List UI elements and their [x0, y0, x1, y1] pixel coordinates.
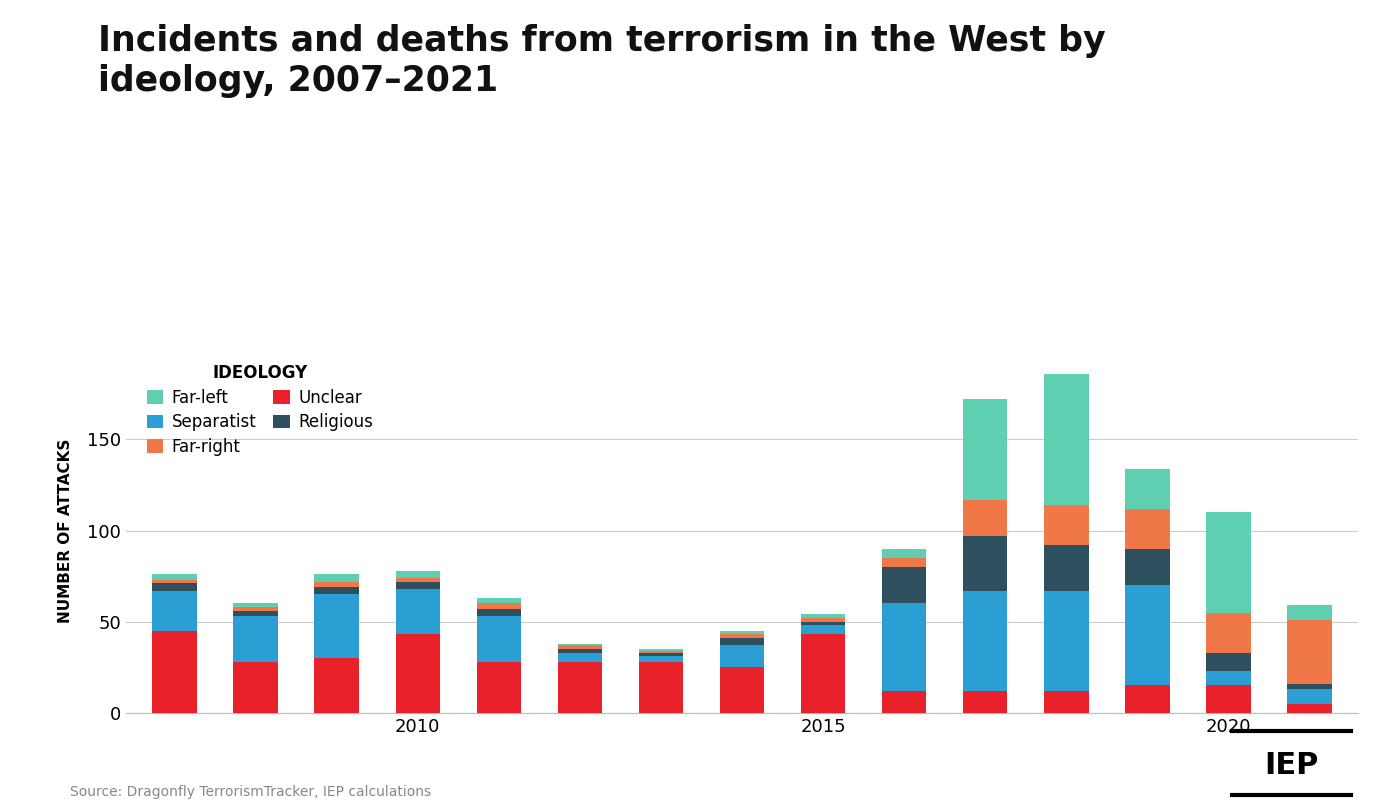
Bar	[1287, 689, 1331, 704]
Bar	[395, 589, 440, 634]
Bar	[801, 618, 846, 622]
Bar	[720, 667, 764, 713]
Bar	[153, 574, 197, 580]
Bar	[476, 616, 521, 662]
Bar	[882, 567, 927, 603]
Bar	[476, 598, 521, 603]
Text: IEP: IEP	[1264, 751, 1319, 780]
Bar	[1205, 513, 1250, 612]
Bar	[476, 609, 521, 616]
Bar	[476, 662, 521, 713]
Bar	[801, 622, 846, 625]
Bar	[1126, 468, 1169, 509]
Bar	[720, 638, 764, 646]
Bar	[1126, 549, 1169, 585]
Bar	[1126, 585, 1169, 685]
Bar	[720, 634, 764, 638]
Bar	[1044, 505, 1089, 545]
Bar	[1287, 704, 1331, 713]
Bar	[395, 578, 440, 582]
Bar	[638, 649, 683, 651]
Bar	[801, 634, 846, 713]
Bar	[963, 590, 1008, 691]
Bar	[234, 616, 279, 662]
Bar	[963, 536, 1008, 590]
Bar	[395, 570, 440, 578]
Bar	[1287, 620, 1331, 684]
Bar	[1205, 612, 1250, 653]
Bar	[234, 662, 279, 713]
Bar	[153, 590, 197, 631]
Bar	[1044, 691, 1089, 713]
Bar	[963, 691, 1008, 713]
Bar	[557, 653, 602, 662]
Legend: Far-left, Separatist, Far-right, Unclear, Religious, : Far-left, Separatist, Far-right, Unclear…	[147, 364, 372, 456]
Bar	[315, 582, 358, 587]
Bar	[1126, 509, 1169, 549]
Bar	[1205, 685, 1250, 713]
Bar	[557, 649, 602, 653]
Bar	[395, 634, 440, 713]
Bar	[153, 631, 197, 713]
Bar	[557, 643, 602, 646]
Bar	[395, 582, 440, 589]
Bar	[963, 399, 1008, 500]
Bar	[638, 656, 683, 662]
Bar	[153, 583, 197, 590]
Y-axis label: NUMBER OF ATTACKS: NUMBER OF ATTACKS	[59, 438, 73, 623]
Bar	[801, 625, 846, 634]
Bar	[476, 603, 521, 609]
Bar	[720, 646, 764, 667]
Bar	[234, 611, 279, 616]
Bar	[315, 587, 358, 595]
Bar	[638, 651, 683, 653]
Bar	[638, 653, 683, 656]
Bar	[557, 662, 602, 713]
Bar	[1287, 684, 1331, 689]
Bar	[557, 646, 602, 649]
Bar	[882, 558, 927, 567]
Text: Source: Dragonfly TerrorismTracker, IEP calculations: Source: Dragonfly TerrorismTracker, IEP …	[70, 786, 431, 799]
Bar	[882, 549, 927, 558]
Text: Incidents and deaths from terrorism in the West by
ideology, 2007–2021: Incidents and deaths from terrorism in t…	[98, 24, 1106, 98]
Bar	[963, 500, 1008, 536]
Bar	[882, 691, 927, 713]
Bar	[234, 608, 279, 611]
Bar	[882, 603, 927, 691]
Bar	[1044, 545, 1089, 590]
Bar	[153, 580, 197, 583]
Bar	[1044, 590, 1089, 691]
Bar	[801, 614, 846, 618]
Bar	[638, 662, 683, 713]
Bar	[1205, 653, 1250, 671]
Bar	[315, 658, 358, 713]
Bar	[1044, 373, 1089, 505]
Bar	[1205, 671, 1250, 685]
Bar	[720, 631, 764, 634]
Bar	[1126, 685, 1169, 713]
Bar	[315, 574, 358, 582]
Bar	[234, 603, 279, 608]
Bar	[315, 595, 358, 658]
Bar	[1287, 605, 1331, 620]
